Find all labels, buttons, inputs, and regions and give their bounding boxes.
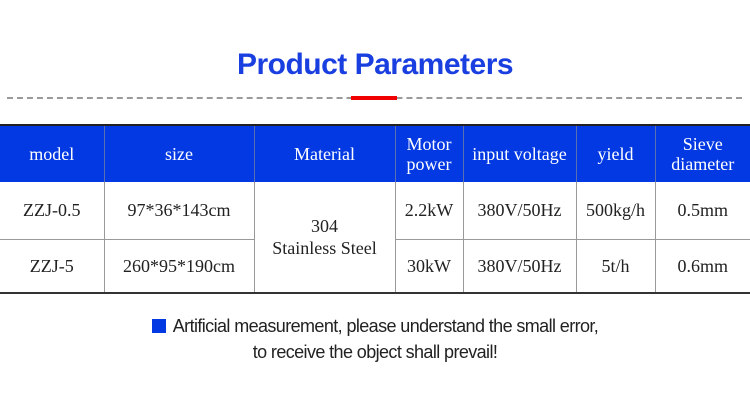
- cell-sieve: 0.6mm: [654, 239, 750, 294]
- table-row: ZZJ-0.5 97*36*143cm 304 Stainless Steel 2…: [0, 182, 750, 294]
- header-motor-power: Motor power: [394, 124, 463, 182]
- cell-voltage: 380V/50Hz: [462, 239, 576, 294]
- cell-material: 304 Stainless Steel: [253, 182, 395, 294]
- cell-power: 30kW: [394, 239, 463, 294]
- table-row: ZZJ-5 260*95*190cm 30kW 380V/50Hz 5t/h 0…: [0, 239, 750, 294]
- note-line1: Artificial measurement, please understan…: [172, 316, 599, 336]
- material-line1: 304: [311, 216, 338, 236]
- cell-model: ZZJ-5: [0, 239, 104, 294]
- material-line2: Stainless Steel: [272, 238, 377, 258]
- cell-yield: 500kg/h: [575, 182, 655, 240]
- divider-highlight: [351, 96, 397, 100]
- header-sieve-diameter: Sieve diameter: [654, 124, 750, 182]
- parameters-table: model size Material Motor power input vo…: [0, 124, 750, 294]
- square-bullet-icon: [151, 319, 166, 333]
- table-header-row: model size Material Motor power input vo…: [0, 124, 750, 182]
- note-line2: to receive the object shall prevail!: [252, 342, 498, 362]
- cell-size: 260*95*190cm: [103, 239, 254, 294]
- cell-model: ZZJ-0.5: [0, 182, 104, 240]
- header-yield: yield: [575, 124, 655, 182]
- header-size: size: [103, 124, 254, 182]
- cell-size: 97*36*143cm: [103, 182, 254, 240]
- cell-power: 2.2kW: [394, 182, 463, 240]
- cell-sieve: 0.5mm: [654, 182, 750, 240]
- disclaimer-note: Artificial measurement, please understan…: [0, 313, 750, 365]
- page-title: Product Parameters: [236, 48, 514, 81]
- header-material: Material: [253, 124, 395, 182]
- cell-yield: 5t/h: [575, 239, 655, 294]
- cell-voltage: 380V/50Hz: [462, 182, 576, 240]
- header-input-voltage: input voltage: [462, 124, 576, 182]
- header-model: model: [0, 124, 104, 182]
